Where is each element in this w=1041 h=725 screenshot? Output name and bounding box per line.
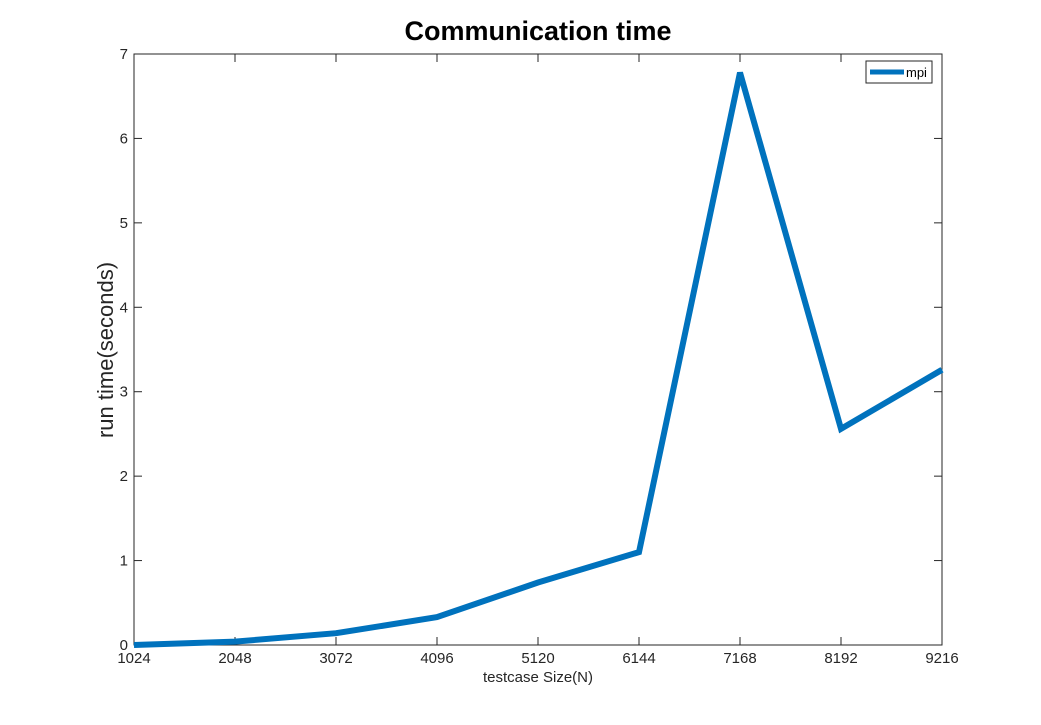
x-tick-label: 2048 bbox=[218, 650, 251, 667]
legend: mpi bbox=[865, 60, 933, 84]
data-point bbox=[335, 632, 337, 634]
y-tick-label: 0 bbox=[120, 637, 128, 654]
chart-title: Communication time bbox=[404, 16, 671, 46]
y-tick-label: 4 bbox=[120, 299, 128, 316]
x-tick-label: 6144 bbox=[622, 650, 655, 667]
x-tick-label: 8192 bbox=[824, 650, 857, 667]
x-axis: 1024 2048 3072 4096 5120 6144 7168 8192 9216 bbox=[117, 54, 959, 667]
y-tick-label: 1 bbox=[120, 553, 128, 570]
series-layer bbox=[133, 71, 944, 648]
x-tick-label: 3072 bbox=[319, 650, 352, 667]
data-point bbox=[941, 369, 943, 371]
y-tick-label: 5 bbox=[120, 215, 128, 232]
x-axis-label: testcase Size(N) bbox=[483, 669, 593, 686]
x-tick-label: 1024 bbox=[117, 650, 150, 667]
data-point bbox=[436, 616, 438, 618]
data-point bbox=[133, 644, 135, 646]
x-tick-label: 4096 bbox=[420, 650, 453, 667]
data-point bbox=[537, 582, 539, 584]
x-tick-label: 9216 bbox=[925, 650, 958, 667]
y-axis: 0 1 2 3 4 5 6 7 bbox=[120, 46, 942, 654]
y-tick-label: 6 bbox=[120, 130, 128, 147]
y-axis-label: run time(seconds) bbox=[93, 262, 118, 438]
data-point bbox=[638, 551, 640, 553]
x-tick-label: 5120 bbox=[521, 650, 554, 667]
legend-label-mpi: mpi bbox=[906, 65, 927, 80]
x-tick-label: 7168 bbox=[723, 650, 756, 667]
y-tick-label: 3 bbox=[120, 384, 128, 401]
data-point bbox=[739, 72, 741, 74]
data-point bbox=[840, 428, 842, 430]
data-point bbox=[234, 641, 236, 643]
plot-area bbox=[133, 53, 943, 646]
y-tick-label: 2 bbox=[120, 468, 128, 485]
y-tick-label: 7 bbox=[120, 46, 128, 63]
